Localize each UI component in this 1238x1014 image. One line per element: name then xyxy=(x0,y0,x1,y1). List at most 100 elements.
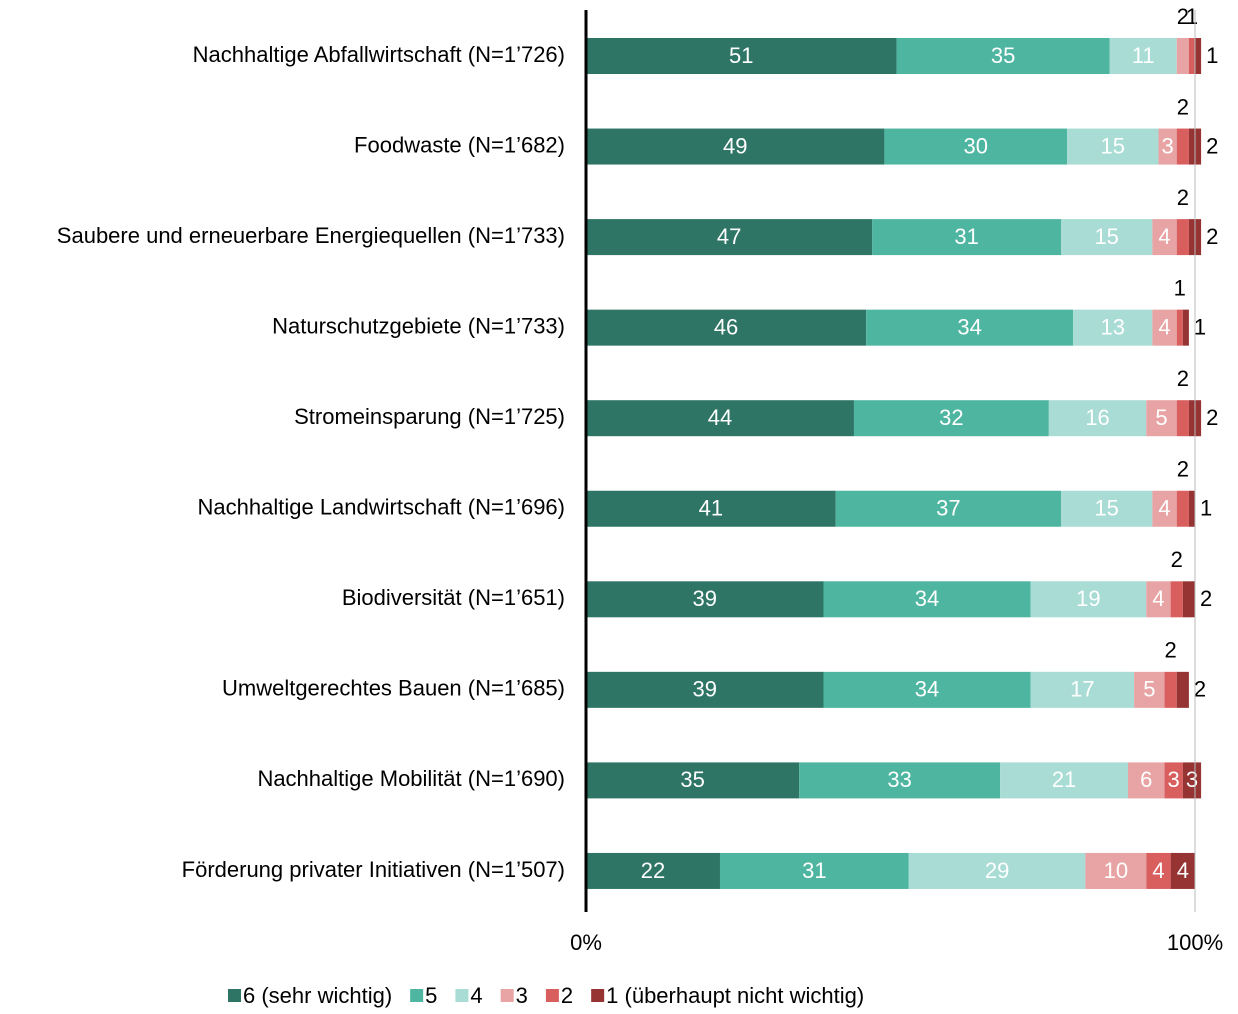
data-label: 29 xyxy=(985,858,1009,883)
data-label: 4 xyxy=(1177,858,1189,883)
bar-segment xyxy=(1085,852,1147,889)
category-label: Nachhaltige Landwirtschaft (N=1’696) xyxy=(198,495,565,520)
bar-segment xyxy=(586,671,824,708)
bar-segment xyxy=(1146,400,1177,437)
category-label: Stromeinsparung (N=1’725) xyxy=(294,404,565,429)
data-label: 3 xyxy=(1168,767,1180,792)
bar-segment xyxy=(1176,128,1189,165)
bar-segment xyxy=(586,400,854,437)
bar-segment xyxy=(1176,671,1189,708)
category-label: Biodiversität (N=1’651) xyxy=(342,585,565,610)
data-label: 2 xyxy=(1171,547,1183,572)
bar-segment xyxy=(1000,762,1129,799)
bar-segment xyxy=(1176,309,1183,346)
bar-segment xyxy=(1170,852,1195,889)
bar-segment xyxy=(823,671,1031,708)
bar-segment xyxy=(1176,219,1189,256)
bar-segment xyxy=(586,38,897,74)
data-label: 16 xyxy=(1085,405,1109,430)
x-tick-label: 0% xyxy=(570,930,602,955)
bar-segment xyxy=(896,38,1110,74)
data-label: 2 xyxy=(1165,638,1177,663)
data-label: 4 xyxy=(1158,314,1170,339)
legend-label: 1 (überhaupt nicht wichtig) xyxy=(606,983,864,1008)
bar-segment xyxy=(1152,309,1177,346)
bar-segment xyxy=(1030,671,1135,708)
data-label: 2 xyxy=(1177,366,1189,391)
data-label: 2 xyxy=(1206,224,1218,249)
legend-swatch xyxy=(545,989,559,1002)
data-label: 10 xyxy=(1104,858,1128,883)
bar-segment xyxy=(1030,581,1147,618)
data-label: 35 xyxy=(991,43,1015,68)
data-label: 30 xyxy=(964,133,988,158)
legend-swatch xyxy=(228,989,241,1002)
data-label: 39 xyxy=(693,677,717,702)
bar-segment xyxy=(586,490,836,527)
data-label: 13 xyxy=(1101,314,1125,339)
bar-segment xyxy=(1146,581,1171,618)
bar-segment xyxy=(835,490,1062,527)
category-label: Saubere und erneuerbare Energiequellen (… xyxy=(57,223,565,248)
data-label: 21 xyxy=(1052,767,1076,792)
bar-segment xyxy=(1109,38,1177,74)
category-label: Nachhaltige Abfallwirtschaft (N=1’726) xyxy=(193,42,565,67)
bar-segment xyxy=(1182,762,1202,799)
legend-label: 6 (sehr wichtig) xyxy=(243,983,392,1008)
bar-segment xyxy=(1061,219,1153,256)
data-label: 37 xyxy=(936,496,960,521)
bar-segment xyxy=(1188,38,1195,74)
data-label: 19 xyxy=(1076,586,1100,611)
data-label: 31 xyxy=(954,224,978,249)
data-label: 15 xyxy=(1101,133,1125,158)
data-label: 35 xyxy=(680,767,704,792)
bar-segment xyxy=(1128,762,1165,799)
data-label: 33 xyxy=(887,767,911,792)
data-label: 2 xyxy=(1177,4,1189,29)
bar-segment xyxy=(1134,671,1165,708)
bar-segment xyxy=(1176,400,1189,437)
data-label: 46 xyxy=(714,314,738,339)
bar-segment xyxy=(872,219,1062,256)
bar-segment xyxy=(1176,38,1189,74)
legend-swatch xyxy=(500,989,514,1002)
legend-label: 2 xyxy=(561,983,573,1008)
bar-segment xyxy=(586,128,885,165)
data-label: 1 xyxy=(1206,43,1218,68)
bar-segment xyxy=(719,852,909,889)
data-label: 1 xyxy=(1194,314,1206,339)
bar-segment xyxy=(1048,400,1147,437)
data-label: 2 xyxy=(1177,94,1189,119)
bar-segment xyxy=(1195,38,1202,74)
data-label: 4 xyxy=(1158,496,1170,521)
bar-segment xyxy=(908,852,1086,889)
data-label: 39 xyxy=(693,586,717,611)
data-label: 6 xyxy=(1140,767,1152,792)
data-label: 1 xyxy=(1186,4,1198,29)
data-label: 4 xyxy=(1152,586,1164,611)
bar-segment xyxy=(853,400,1049,437)
data-label: 47 xyxy=(717,224,741,249)
legend-label: 4 xyxy=(470,983,482,1008)
category-label: Umweltgerechtes Bauen (N=1’685) xyxy=(222,676,565,701)
bar-segment xyxy=(799,762,1001,799)
bar-segment xyxy=(1152,219,1177,256)
category-label: Naturschutzgebiete (N=1’733) xyxy=(272,313,565,338)
data-label: 3 xyxy=(1161,133,1173,158)
bar-segment xyxy=(884,128,1068,165)
data-label: 5 xyxy=(1155,405,1167,430)
data-label: 17 xyxy=(1070,677,1094,702)
bar-segment xyxy=(1158,128,1177,165)
data-label: 2 xyxy=(1206,405,1218,430)
bar-segment xyxy=(1164,762,1183,799)
bar-segment xyxy=(1188,490,1195,527)
data-label: 11 xyxy=(1132,43,1155,68)
data-label: 4 xyxy=(1152,858,1164,883)
legend-swatch xyxy=(455,989,469,1002)
data-label: 49 xyxy=(723,133,747,158)
bar-segment xyxy=(1176,490,1189,527)
data-label: 2 xyxy=(1206,133,1218,158)
data-label: 34 xyxy=(915,677,939,702)
legend-swatch xyxy=(410,989,424,1002)
